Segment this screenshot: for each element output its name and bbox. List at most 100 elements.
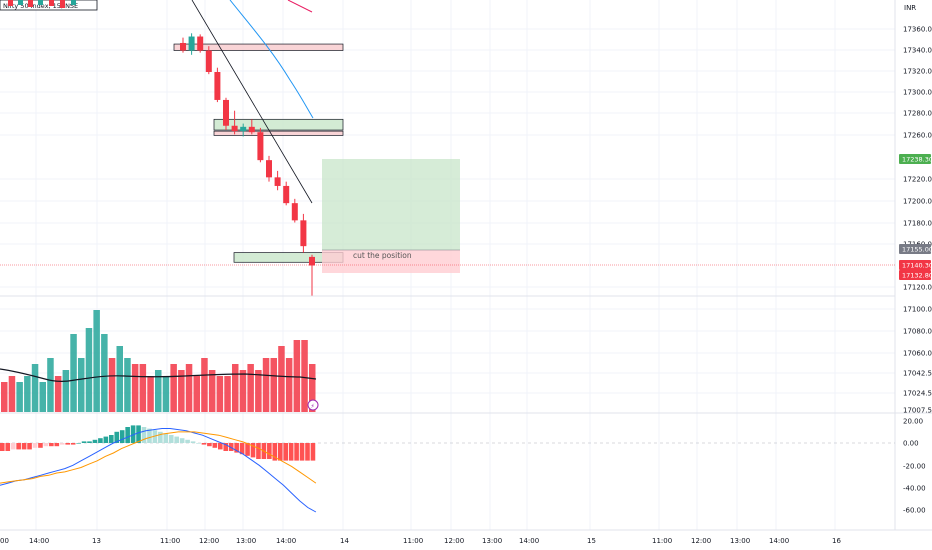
price-tick-label: 17080.00 — [903, 328, 932, 336]
macd-histogram-bar — [81, 441, 87, 443]
time-tick-label: 14:00 — [519, 537, 539, 545]
macd-histogram-bar — [76, 443, 81, 444]
candle-body — [223, 99, 229, 126]
volume-bar — [162, 376, 170, 412]
price-tick-label: 17280.00 — [903, 110, 932, 118]
macd-histogram-bar — [87, 441, 92, 443]
time-tick-label: 14:00 — [769, 537, 789, 545]
alert-lightning-glyph: ⚡ — [311, 403, 315, 410]
price-tick-label: 17060.00 — [903, 350, 932, 358]
supply-zone[interactable] — [173, 43, 344, 51]
price-tag-label: 17238.30 — [902, 156, 932, 164]
oscillator-tick-label: 0.00 — [903, 440, 919, 448]
macd-histogram-bar — [70, 443, 76, 445]
macd-histogram-bar — [10, 443, 16, 450]
short-position-tool[interactable]: cut the position — [322, 159, 460, 273]
price-tick-label: 17320.00 — [903, 68, 932, 76]
alert-lightning-icon[interactable] — [307, 399, 319, 411]
volume-bar — [255, 370, 262, 412]
time-tick-label: 12:00 — [444, 537, 464, 545]
volume-bar — [285, 358, 293, 412]
supply-zone[interactable] — [213, 130, 344, 136]
oscillator-tick-label: -40.00 — [903, 485, 926, 493]
volume-bar — [178, 370, 185, 412]
price-tick-label: 17180.00 — [903, 220, 932, 228]
volume-bar — [278, 346, 285, 412]
macd-histogram-bar — [92, 439, 98, 443]
volume-bar — [224, 376, 231, 412]
volume-bar — [201, 358, 208, 412]
volume-bar — [8, 376, 16, 412]
volume-bar — [270, 358, 277, 412]
position-target-area — [322, 159, 460, 250]
volume-bar — [16, 382, 23, 412]
candle-body — [266, 160, 272, 178]
volume-bar — [293, 340, 301, 412]
price-axis[interactable]: 17360.00 17340.00 17320.00 17300.00 17280.00… — [903, 26, 932, 415]
macd-histogram-bar — [109, 435, 114, 443]
volume-bar — [31, 364, 39, 412]
symbol-title: Nifty 50 Index, 15, NSE — [3, 2, 78, 10]
macd-histogram-bar — [38, 443, 43, 448]
macd-histogram-bar — [179, 438, 185, 443]
macd-histogram-bar — [168, 435, 174, 443]
volume-bar — [262, 358, 270, 412]
candle-body — [38, 0, 43, 5]
volume-bar — [62, 370, 70, 412]
macd-histogram-bar — [21, 443, 27, 450]
macd-histogram-bar — [103, 436, 109, 443]
volume-bar — [101, 334, 108, 412]
volume-bar — [193, 376, 200, 412]
macd-histogram-bar — [207, 443, 212, 447]
time-tick-label: 13 — [92, 537, 101, 545]
macd-histogram-bar — [141, 427, 147, 443]
volume-bar — [116, 346, 123, 412]
price-tick-label: 17100.00 — [903, 306, 932, 314]
candle-body — [231, 125, 238, 132]
volume-bar — [108, 358, 116, 412]
macd-histogram-bar — [218, 443, 223, 450]
volume-bar — [170, 364, 177, 412]
candle-body — [60, 0, 65, 8]
macd-histogram-bar — [196, 443, 201, 444]
macd-histogram-bar — [49, 443, 54, 447]
price-tag-label: 17140.30 — [902, 262, 932, 270]
macd-histogram-bar — [228, 443, 234, 451]
volume-bar — [1, 382, 8, 412]
macd-histogram-bar — [43, 443, 49, 447]
macd-histogram-bar — [223, 443, 229, 451]
symbol-title-box[interactable] — [0, 0, 98, 11]
trend-line[interactable] — [191, 0, 313, 204]
candle-body — [8, 0, 13, 6]
candle-body — [49, 0, 54, 6]
macd-histogram-bar — [212, 443, 218, 448]
macd-histogram-bar — [136, 425, 141, 443]
time-axis[interactable]: 00 14:00 13 11:00 12:00 13:00 14:00 14 11:00 12:0… — [0, 537, 841, 545]
price-tag-label: 17155.00 — [902, 246, 932, 254]
macd-histogram-bar — [305, 443, 310, 461]
volume-bar — [147, 376, 154, 412]
candle-body — [214, 72, 221, 100]
macd-histogram-bar — [54, 443, 60, 447]
macd-histogram-bar — [119, 430, 125, 443]
macd-histogram-bar — [27, 443, 32, 450]
price-tag — [899, 244, 931, 254]
macd-histogram-bar — [250, 443, 256, 458]
macd-histogram-bar — [125, 427, 130, 443]
position-annotation: cut the position — [353, 251, 412, 260]
price-tag — [899, 260, 931, 270]
signal-line — [0, 431, 317, 484]
candle-body — [188, 36, 195, 51]
moving-average-blue — [229, 0, 314, 119]
volume-bars — [1, 310, 316, 412]
macd-histogram-bar — [185, 439, 190, 443]
candle-body — [309, 256, 315, 266]
demand-zone[interactable] — [213, 118, 344, 131]
time-tick-label: 12:00 — [691, 537, 711, 545]
oscillator-axis[interactable]: 20.00 0.00 -20.00 -40.00 -60.00 — [903, 418, 926, 515]
volume-bar — [139, 364, 147, 412]
candle-body — [291, 203, 298, 221]
macd-histogram-bar — [32, 443, 38, 448]
